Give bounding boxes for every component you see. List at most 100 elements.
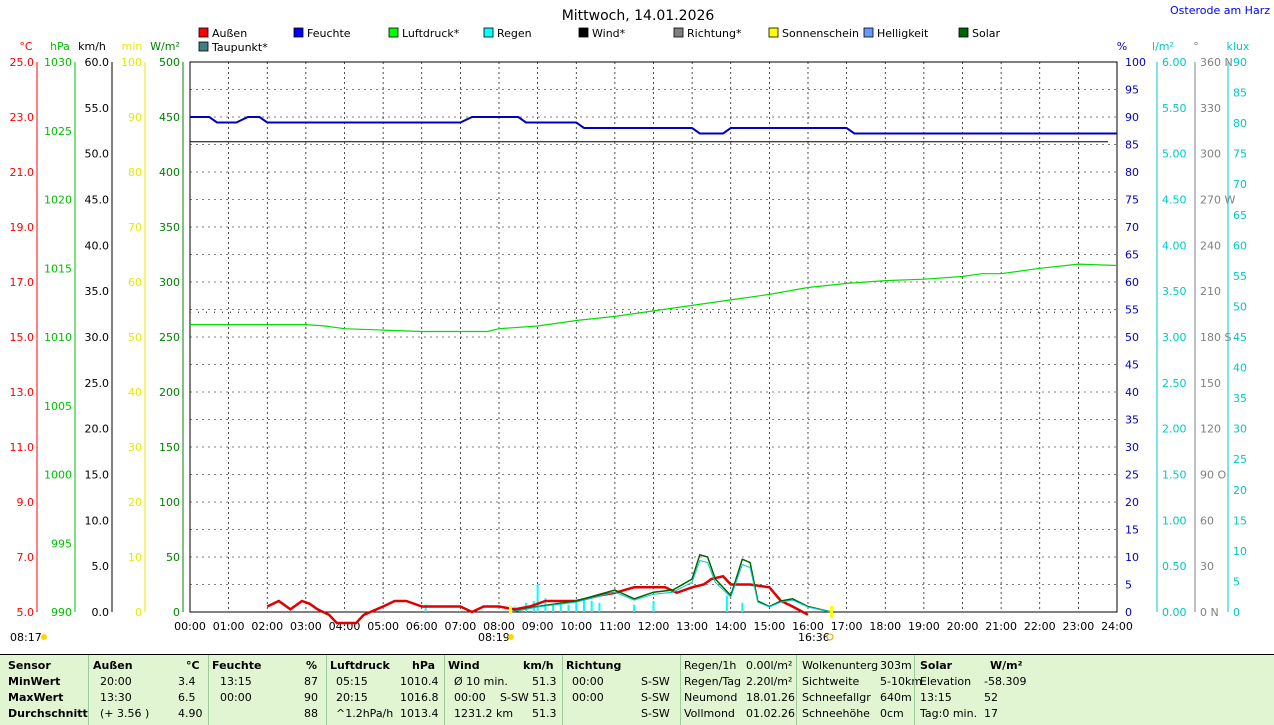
sun-icon bbox=[508, 634, 514, 640]
header-solar: Solar bbox=[920, 659, 953, 672]
axis-unit-label: hPa bbox=[50, 40, 70, 53]
axis-tick-label: 90 bbox=[1233, 56, 1247, 69]
axis-tick-label: 5 bbox=[1125, 579, 1132, 592]
legend-swatch bbox=[578, 27, 589, 38]
solar-label: 13:15 bbox=[920, 691, 952, 704]
axis-tick-label: 55 bbox=[1125, 304, 1139, 317]
axis-tick-label: 4.50 bbox=[1162, 194, 1187, 207]
richtung-value: S-SW bbox=[641, 691, 670, 704]
axis-tick-label: 35.0 bbox=[85, 285, 110, 298]
axis-tick-label: 5.00 bbox=[1162, 148, 1187, 161]
x-tick-label: 07:00 bbox=[445, 620, 477, 633]
axis-tick-label: 65 bbox=[1125, 249, 1139, 262]
aussen-value: 6.5 bbox=[178, 691, 196, 704]
axis-tick-label: 350 bbox=[159, 221, 180, 234]
wind-time: 00:00 bbox=[454, 691, 486, 704]
axis-tick-label: 100 bbox=[1125, 56, 1146, 69]
axis-unit-label: % bbox=[1117, 40, 1127, 53]
axis-tick-label: 330 bbox=[1200, 102, 1221, 115]
axis-tick-label: 15 bbox=[1233, 514, 1247, 527]
axis-tick-label: 60 bbox=[1200, 514, 1214, 527]
sunset-tick bbox=[830, 606, 833, 618]
rain-bar bbox=[590, 601, 593, 612]
sunset-icon bbox=[826, 633, 834, 641]
axis-tick-label: 17.0 bbox=[10, 276, 35, 289]
legend-swatch bbox=[198, 41, 209, 52]
axis-tick-label: 1.50 bbox=[1162, 469, 1187, 482]
axis-tick-label: 995 bbox=[51, 537, 72, 550]
feuchte-time: 00:00 bbox=[220, 691, 252, 704]
x-tick-label: 19:00 bbox=[908, 620, 940, 633]
axis-tick-label: 35 bbox=[1233, 392, 1247, 405]
axis-tick-label: 60 bbox=[128, 276, 142, 289]
header-luftdruck-unit: hPa bbox=[412, 659, 436, 672]
rain-bar bbox=[424, 604, 427, 612]
axis-tick-label: 360 N bbox=[1200, 56, 1233, 69]
legend-label: Luftdruck* bbox=[402, 27, 460, 40]
axis-tick-label: 150 bbox=[159, 441, 180, 454]
x-tick-label: 22:00 bbox=[1024, 620, 1056, 633]
wind-time: Ø 10 min. bbox=[454, 675, 508, 688]
stat-row-label: MaxWert bbox=[8, 691, 64, 704]
location-label: Osterode am Harz bbox=[1170, 4, 1270, 17]
weather-chart: Mittwoch, 14.01.2026 Außen Feuchte Luftdruc… bbox=[10, 8, 1250, 644]
axis-tick-label: 70 bbox=[1125, 221, 1139, 234]
axis-tick-label: 270 W bbox=[1200, 194, 1235, 207]
axis-tick-label: 30 bbox=[128, 441, 142, 454]
axis-tick-label: 11.0 bbox=[10, 441, 35, 454]
axis-tick-label: 85 bbox=[1233, 87, 1247, 100]
luftdruck-time: ^1.2hPa/h bbox=[336, 707, 394, 720]
axis-tick-label: 250 bbox=[159, 331, 180, 344]
panel-separator bbox=[796, 655, 797, 725]
rain-bar bbox=[582, 598, 585, 612]
header-feuchte: Feuchte bbox=[212, 659, 262, 672]
axis-tick-label: 1025 bbox=[44, 125, 72, 138]
legend-swatch bbox=[483, 27, 494, 38]
axis-tick-label: 60 bbox=[1233, 239, 1247, 252]
axis-unit-label: °C bbox=[19, 40, 33, 53]
axis-tick-label: 40.0 bbox=[85, 239, 110, 252]
axis-tick-label: 45 bbox=[1233, 331, 1247, 344]
axis-tick-label: 30 bbox=[1200, 560, 1214, 573]
solar-label: Elevation bbox=[920, 675, 972, 688]
axis-tick-label: 50 bbox=[166, 551, 180, 564]
wolken-label: Schneefallgr bbox=[802, 691, 871, 704]
legend-label: Feuchte bbox=[307, 27, 351, 40]
axis-tick-label: 40 bbox=[1125, 386, 1139, 399]
rain-bar bbox=[741, 602, 744, 612]
rain-bar bbox=[536, 584, 539, 612]
panel-separator bbox=[88, 655, 89, 725]
x-tick-label: 24:00 bbox=[1101, 620, 1133, 633]
axis-tick-label: 80 bbox=[1125, 166, 1139, 179]
axis-tick-label: 20 bbox=[128, 496, 142, 509]
x-tick-label: 10:00 bbox=[560, 620, 592, 633]
axis-tick-label: 300 bbox=[159, 276, 180, 289]
x-tick-label: 09:00 bbox=[522, 620, 554, 633]
axis-tick-label: 5.0 bbox=[92, 560, 110, 573]
header-aussen-unit: °C bbox=[186, 659, 200, 672]
x-tick-label: 21:00 bbox=[985, 620, 1017, 633]
sunrise-label: 08:17 bbox=[10, 631, 42, 644]
legend-label: Außen bbox=[212, 27, 247, 40]
chart-title: Mittwoch, 14.01.2026 bbox=[562, 8, 715, 24]
axis-tick-label: 40 bbox=[128, 386, 142, 399]
axis-tick-label: 400 bbox=[159, 166, 180, 179]
axis-tick-label: 5.50 bbox=[1162, 102, 1187, 115]
regen-value: 01.02.26 bbox=[746, 707, 795, 720]
axis-tick-label: 2.50 bbox=[1162, 377, 1187, 390]
axis-unit-label: km/h bbox=[78, 40, 106, 53]
x-tick-label: 11:00 bbox=[599, 620, 631, 633]
wolken-label: Wolkenunterg bbox=[802, 659, 879, 672]
panel-separator bbox=[444, 655, 445, 725]
axis-tick-label: 1020 bbox=[44, 194, 72, 207]
x-tick-label: 01:00 bbox=[213, 620, 245, 633]
rain-bar bbox=[633, 604, 636, 612]
header-sensor: Sensor bbox=[8, 659, 51, 672]
richtung-time: 00:00 bbox=[572, 691, 604, 704]
rain-bar bbox=[725, 595, 728, 612]
solar-label: Tag:0 min. bbox=[920, 707, 978, 720]
axis-tick-label: 30.0 bbox=[85, 331, 110, 344]
axis-tick-label: 50 bbox=[1125, 331, 1139, 344]
axis-tick-label: 15.0 bbox=[85, 469, 110, 482]
wolken-value: 640m bbox=[880, 691, 912, 704]
